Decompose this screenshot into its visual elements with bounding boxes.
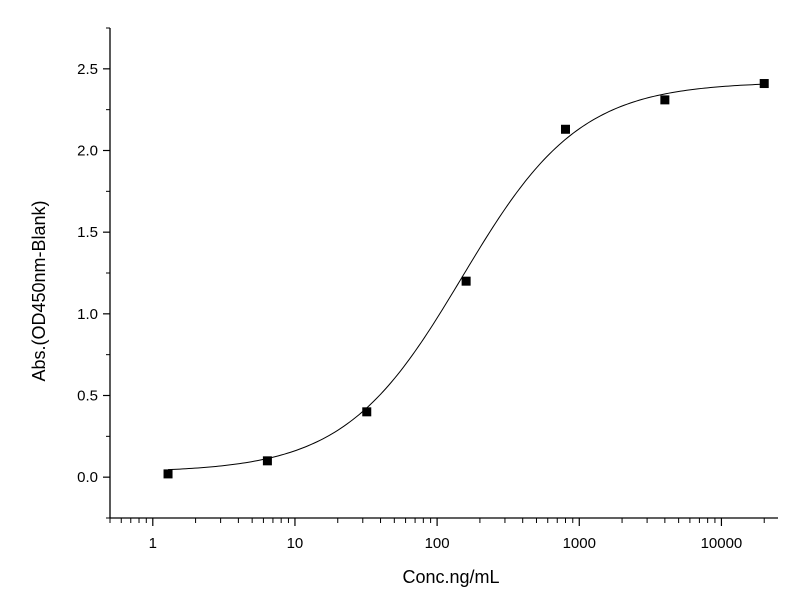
- y-tick-label: 0.5: [77, 388, 98, 405]
- data-point: [660, 95, 670, 105]
- data-point: [461, 276, 471, 286]
- axes: 0.0 0.5 1.0 1.5 2.0 2.5 1 10 100 1000 10000: [77, 27, 778, 552]
- data-point: [362, 407, 372, 417]
- y-tick-label: 2.5: [77, 61, 98, 78]
- x-tick-label: 1: [149, 535, 157, 552]
- x-tick-label: 1000: [563, 535, 596, 552]
- x-tick-label: 10000: [701, 535, 743, 552]
- y-tick-label: 1.0: [77, 306, 98, 323]
- data-point: [759, 79, 769, 89]
- x-ticks: 1 10 100 1000 10000: [109, 518, 765, 552]
- plot-area: [163, 79, 769, 479]
- x-tick-label: 10: [287, 535, 304, 552]
- y-tick-label: 1.5: [77, 224, 98, 241]
- x-axis-title: Conc.ng/mL: [402, 567, 499, 587]
- data-point: [163, 469, 173, 479]
- y-tick-label: 0.0: [77, 469, 98, 486]
- data-point: [560, 124, 570, 134]
- x-tick-label: 100: [425, 535, 450, 552]
- y-tick-label: 2.0: [77, 143, 98, 160]
- data-point: [262, 456, 272, 466]
- y-ticks: 0.0 0.5 1.0 1.5 2.0 2.5: [77, 27, 110, 519]
- y-axis-title: Abs.(OD450nm-Blank): [29, 200, 49, 381]
